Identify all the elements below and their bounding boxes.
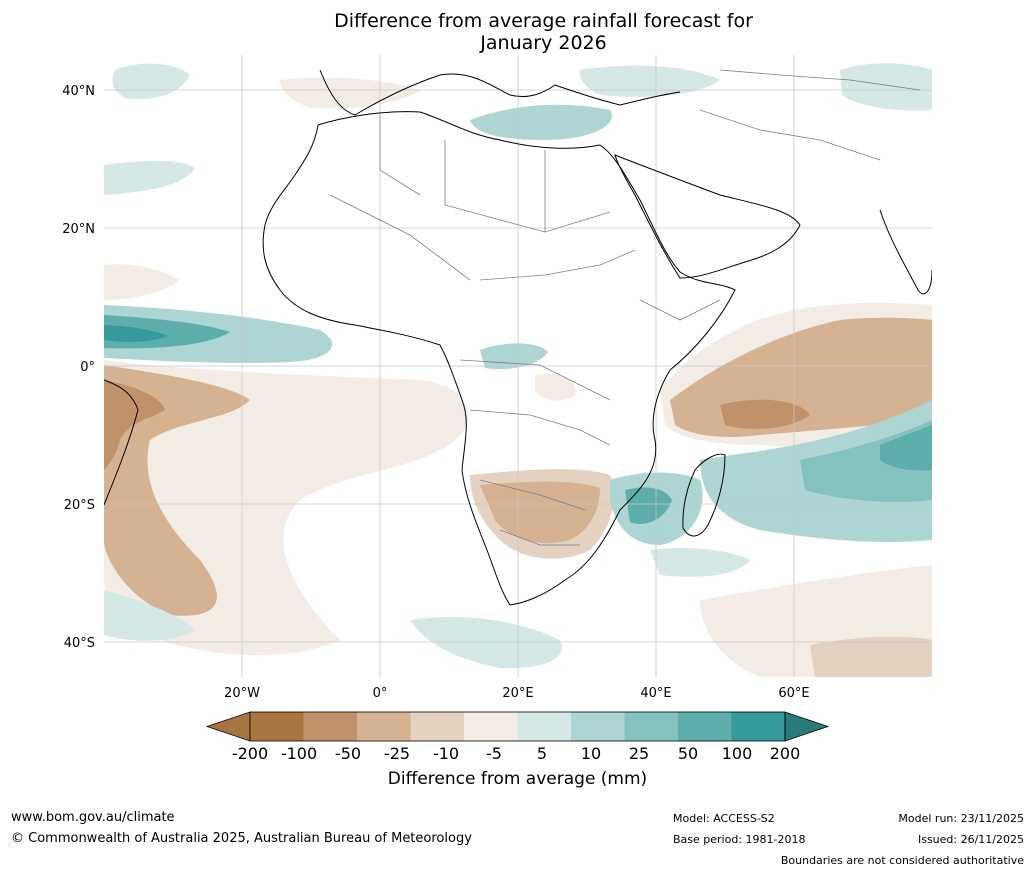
colorbar-title: Difference from average (mm) — [387, 769, 648, 789]
border-line — [479, 249, 636, 281]
colorbar-segment — [250, 712, 304, 741]
lon-label-40e: 40°E — [640, 686, 671, 701]
colorbar-segment — [517, 712, 571, 741]
dry-anomaly-tropical-atlantic — [104, 264, 180, 300]
colorbar-tick: 100 — [721, 744, 753, 763]
wet-anomaly-north-atlantic — [112, 63, 190, 100]
lat-label-40s: 40°S — [64, 636, 95, 651]
title-line-1: Difference from average rainfall forecas… — [334, 10, 753, 32]
colorbar-tick: -5 — [486, 744, 502, 763]
colorbar-tick: 200 — [769, 744, 801, 763]
footer-model: Model: ACCESS-S2 — [673, 812, 775, 825]
footer-issued: Issued: 26/11/2025 — [917, 833, 1024, 846]
madagascar-coastline — [682, 453, 726, 537]
lon-axis-labels: 20°W 0° 20°E 40°E 60°E — [224, 686, 810, 701]
colorbar — [205, 711, 830, 742]
border-line — [719, 69, 921, 91]
lat-label-40n: 40°N — [62, 84, 95, 99]
colorbar-segment — [678, 712, 732, 741]
title-line-2: January 2026 — [480, 32, 607, 54]
border-line — [699, 109, 881, 161]
wet-anomaly-southwest-indian — [650, 548, 750, 577]
footer-url: www.bom.gov.au/climate — [11, 810, 175, 825]
lat-label-0: 0° — [80, 360, 95, 375]
border-line — [444, 140, 546, 233]
south-america-coastline — [104, 379, 139, 506]
colorbar-segment — [571, 712, 625, 741]
border-line — [379, 115, 421, 196]
colorbar-segment — [410, 712, 464, 741]
lat-label-20s: 20°S — [64, 498, 95, 513]
dry-anomaly-southern-africa-2 — [480, 481, 600, 544]
lon-label-60e: 60°E — [778, 686, 809, 701]
dry-anomaly-south-atlantic-2 — [104, 365, 250, 616]
colorbar-tick: -50 — [334, 744, 362, 763]
colorbar-segment — [357, 712, 411, 741]
colorbar-tick: 50 — [677, 744, 699, 763]
footer-copyright: © Commonwealth of Australia 2025, Austra… — [11, 831, 472, 846]
wet-anomaly-subtropical-atlantic — [104, 160, 195, 195]
lat-axis-labels: 40°N 20°N 0° 20°S 40°S — [62, 84, 95, 651]
lon-label-0: 0° — [373, 686, 388, 701]
lat-label-20n: 20°N — [62, 222, 95, 237]
wet-anomaly-gulf-of-guinea-3 — [104, 325, 168, 342]
footer-disclaimer: Boundaries are not considered authoritat… — [780, 854, 1024, 867]
border-line — [479, 479, 586, 511]
border-line — [329, 194, 471, 281]
arabia-coastline — [614, 154, 801, 279]
africa-coastline — [262, 111, 736, 606]
colorbar-extend-high — [784, 711, 830, 742]
wet-anomaly-caspian — [840, 63, 932, 111]
border-line — [639, 299, 721, 321]
colorbar-outline — [249, 711, 786, 742]
wet-anomaly-black-sea — [579, 65, 720, 97]
lon-label-20w: 20°W — [224, 686, 260, 701]
dry-anomaly-far-south-2 — [810, 636, 932, 677]
wet-anomaly-south-atlantic-2 — [410, 616, 562, 669]
dry-anomaly-east-africa — [535, 373, 576, 401]
country-borders — [329, 69, 921, 546]
wet-anomaly-congo — [480, 343, 548, 370]
colorbar-tick: 5 — [536, 744, 548, 763]
border-line — [469, 409, 611, 446]
border-line — [459, 359, 611, 401]
dry-anomaly-brazil — [104, 380, 165, 470]
colorbar-tick: 25 — [628, 744, 650, 763]
india-coastline — [879, 209, 932, 295]
europe-coastline — [319, 69, 681, 116]
footer-base-period: Base period: 1981-2018 — [673, 833, 806, 846]
colorbar-tick: -25 — [383, 744, 411, 763]
wet-anomaly-south-indian-ocean-3 — [880, 425, 932, 471]
footer-model-run: Model run: 23/11/2025 — [898, 812, 1024, 825]
wet-anomaly-mediterranean — [470, 104, 612, 140]
colorbar-segment — [464, 712, 518, 741]
dry-anomaly-mediterranean — [280, 77, 420, 109]
colorbar-tick: -200 — [231, 744, 269, 763]
dry-anomaly-indian-ocean-3 — [720, 399, 810, 429]
border-line — [544, 150, 611, 233]
coastlines — [104, 69, 932, 606]
chart-title: Difference from average rainfall forecas… — [0, 10, 1035, 54]
wet-anomaly-south-atlantic — [104, 590, 195, 641]
colorbar-extend-low — [205, 711, 251, 742]
colorbar-tick: -100 — [280, 744, 318, 763]
lon-label-20e: 20°E — [502, 686, 533, 701]
colorbar-segment — [624, 712, 678, 741]
colorbar-tick: -10 — [432, 744, 460, 763]
border-line — [499, 529, 580, 546]
colorbar-segment — [303, 712, 357, 741]
wet-anomaly-mozambique-channel-2 — [625, 487, 672, 524]
colorbar-tick: 10 — [580, 744, 602, 763]
anomaly-field — [104, 63, 932, 677]
colorbar-segment — [731, 712, 785, 741]
